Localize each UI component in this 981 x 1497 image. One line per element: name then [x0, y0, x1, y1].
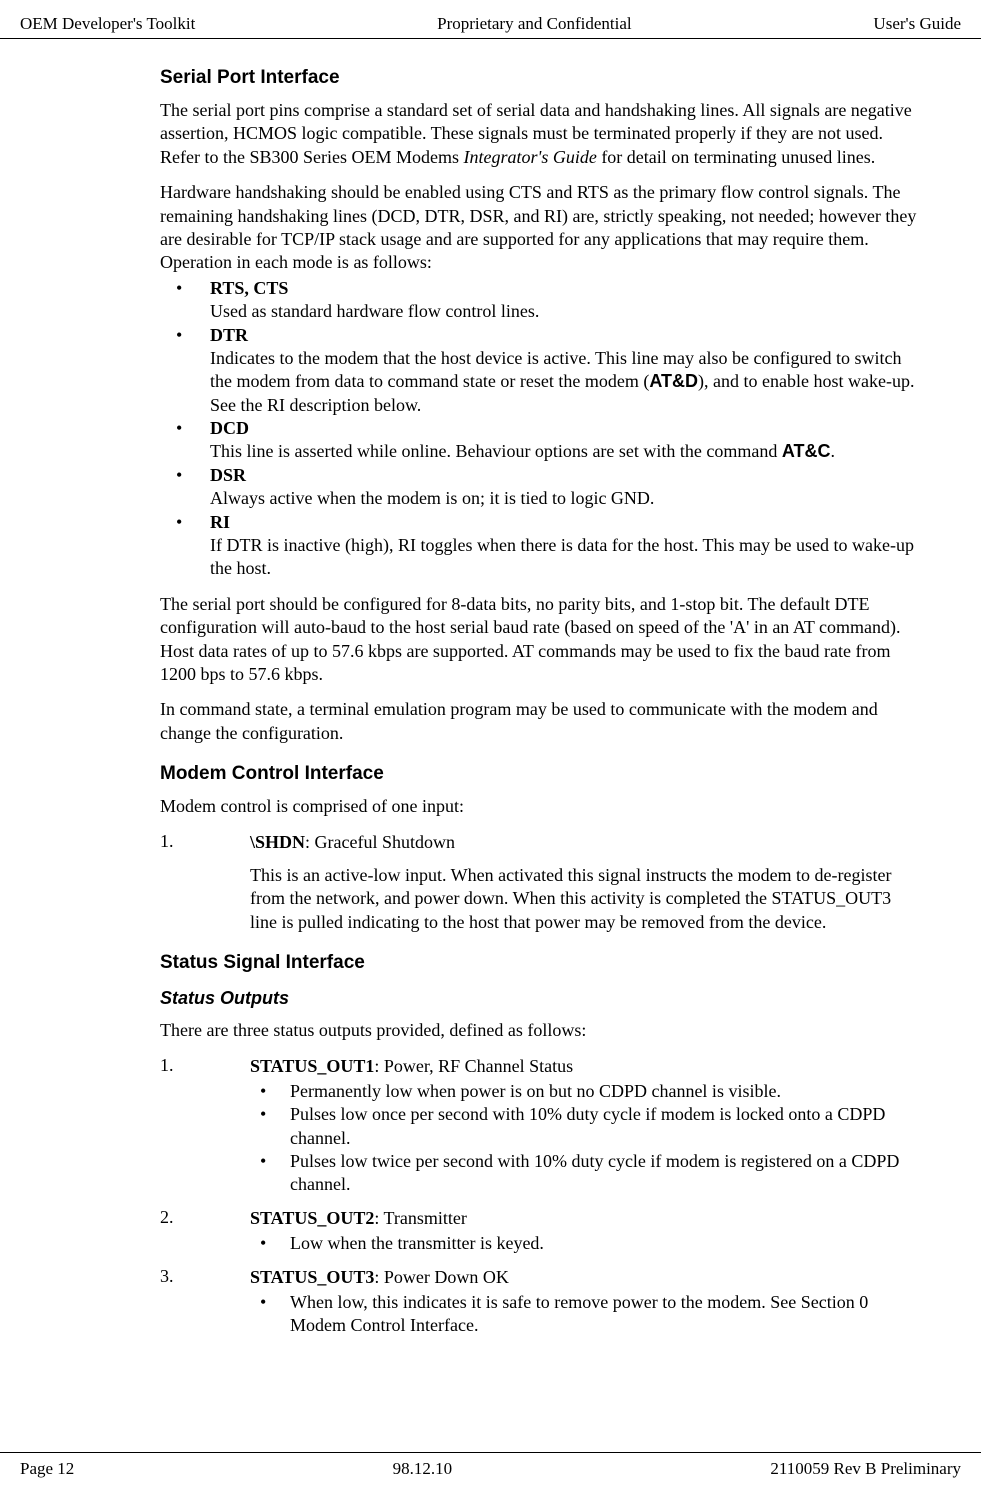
signal-label: RTS, CTS: [210, 278, 288, 298]
text: : Power, RF Channel Status: [374, 1056, 573, 1076]
list-item: DTR Indicates to the modem that the host…: [160, 324, 921, 418]
header-right: User's Guide: [873, 14, 961, 34]
num-body: STATUS_OUT1: Power, RF Channel Status Pe…: [250, 1055, 921, 1197]
list-item: Permanently low when power is on but no …: [250, 1080, 921, 1103]
signal-label: STATUS_OUT3: [250, 1267, 374, 1287]
signal-label: DSR: [210, 465, 246, 485]
signal-desc: If DTR is inactive (high), RI toggles wh…: [210, 535, 914, 578]
list-item: RI If DTR is inactive (high), RI toggles…: [160, 511, 921, 581]
numbered-item: 2. STATUS_OUT2: Transmitter Low when the…: [160, 1207, 921, 1256]
num-marker: 1.: [160, 1055, 250, 1197]
inner-list: When low, this indicates it is safe to r…: [250, 1291, 921, 1338]
page-footer: Page 12 98.12.10 2110059 Rev B Prelimina…: [0, 1452, 981, 1497]
list-item: DCD This line is asserted while online. …: [160, 417, 921, 464]
num-body: \SHDN: Graceful Shutdown This is an acti…: [250, 831, 921, 935]
signal-desc: This is an active-low input. When activa…: [250, 864, 921, 934]
footer-right: 2110059 Rev B Preliminary: [770, 1459, 961, 1479]
page-header: OEM Developer's Toolkit Proprietary and …: [0, 0, 981, 39]
paragraph: There are three status outputs provided,…: [160, 1019, 921, 1042]
signal-label: DCD: [210, 418, 249, 438]
signal-label: DTR: [210, 325, 248, 345]
list-item: Low when the transmitter is keyed.: [250, 1232, 921, 1255]
inner-list: Low when the transmitter is keyed.: [250, 1232, 921, 1255]
list-item: RTS, CTS Used as standard hardware flow …: [160, 277, 921, 324]
num-marker: 3.: [160, 1266, 250, 1338]
num-marker: 2.: [160, 1207, 250, 1256]
numbered-item: 3. STATUS_OUT3: Power Down OK When low, …: [160, 1266, 921, 1338]
text: for detail on terminating unused lines.: [597, 147, 875, 167]
numbered-item: 1. STATUS_OUT1: Power, RF Channel Status…: [160, 1055, 921, 1197]
sub-title-outputs: Status Outputs: [160, 988, 921, 1009]
list-item: When low, this indicates it is safe to r…: [250, 1291, 921, 1338]
at-command: AT&D: [649, 371, 698, 391]
paragraph: Hardware handshaking should be enabled u…: [160, 181, 921, 275]
text: This line is asserted while online. Beha…: [210, 441, 782, 461]
signal-label: STATUS_OUT1: [250, 1056, 374, 1076]
signal-desc: This line is asserted while online. Beha…: [210, 441, 835, 461]
page-content: Serial Port Interface The serial port pi…: [0, 39, 981, 1338]
paragraph: The serial port should be configured for…: [160, 593, 921, 687]
text: : Graceful Shutdown: [305, 832, 455, 852]
footer-left: Page 12: [20, 1459, 74, 1479]
signal-desc: Used as standard hardware flow control l…: [210, 301, 539, 321]
num-body: STATUS_OUT2: Transmitter Low when the tr…: [250, 1207, 921, 1256]
paragraph: Modem control is comprised of one input:: [160, 795, 921, 818]
text: .: [831, 441, 836, 461]
list-item: DSR Always active when the modem is on; …: [160, 464, 921, 511]
signal-label: RI: [210, 512, 230, 532]
italic-text: Integrator's Guide: [463, 147, 596, 167]
header-left: OEM Developer's Toolkit: [20, 14, 195, 34]
at-command: AT&C: [782, 441, 831, 461]
header-center: Proprietary and Confidential: [437, 14, 632, 34]
section-title-modem: Modem Control Interface: [160, 763, 921, 785]
signal-list: RTS, CTS Used as standard hardware flow …: [160, 277, 921, 581]
text: : Transmitter: [374, 1208, 467, 1228]
section-title-serial: Serial Port Interface: [160, 67, 921, 89]
footer-center: 98.12.10: [393, 1459, 453, 1479]
section-title-status: Status Signal Interface: [160, 952, 921, 974]
num-body: STATUS_OUT3: Power Down OK When low, thi…: [250, 1266, 921, 1338]
num-marker: 1.: [160, 831, 250, 935]
list-item: Pulses low twice per second with 10% dut…: [250, 1150, 921, 1197]
signal-desc: Indicates to the modem that the host dev…: [210, 348, 914, 415]
signal-label: \SHDN: [250, 832, 305, 852]
paragraph: In command state, a terminal emulation p…: [160, 698, 921, 745]
signal-desc: Always active when the modem is on; it i…: [210, 488, 654, 508]
list-item: Pulses low once per second with 10% duty…: [250, 1103, 921, 1150]
signal-label: STATUS_OUT2: [250, 1208, 374, 1228]
inner-list: Permanently low when power is on but no …: [250, 1080, 921, 1197]
numbered-item: 1. \SHDN: Graceful Shutdown This is an a…: [160, 831, 921, 935]
text: : Power Down OK: [374, 1267, 509, 1287]
paragraph: The serial port pins comprise a standard…: [160, 99, 921, 169]
